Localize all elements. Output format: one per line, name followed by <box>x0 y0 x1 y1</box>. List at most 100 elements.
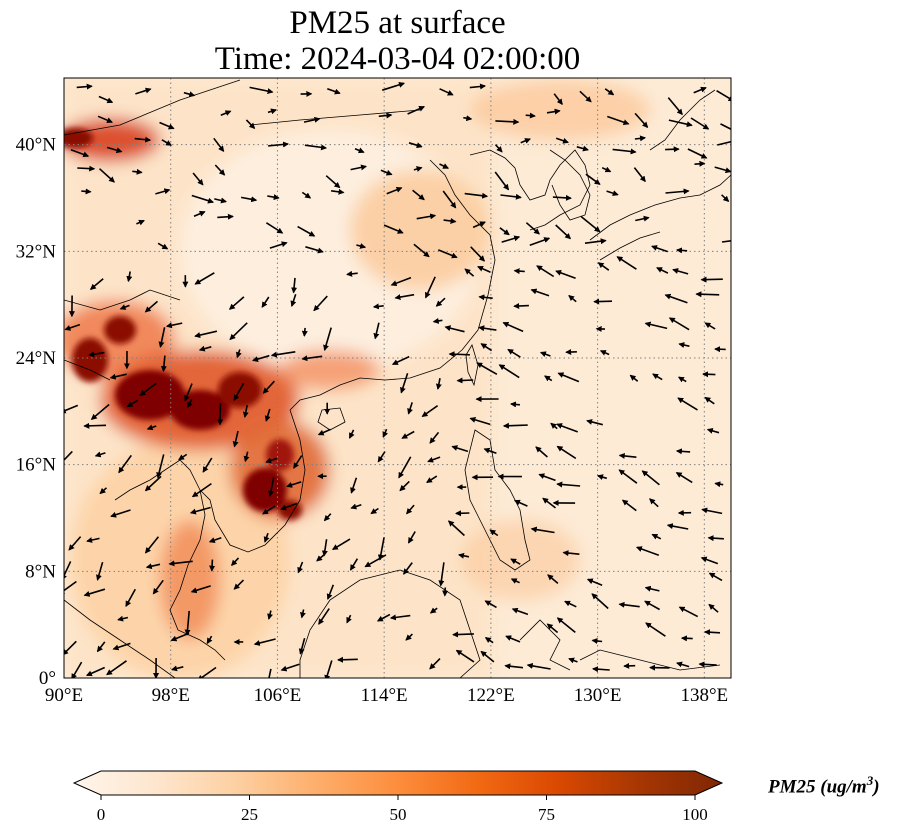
wind-arrow <box>202 457 213 473</box>
lon-tick-label: 130°E <box>574 685 622 706</box>
wind-arrow <box>621 499 637 512</box>
wind-arrow <box>472 221 486 229</box>
coastline <box>199 409 306 553</box>
wind-arrow <box>444 325 465 333</box>
colorbar-label-text: PM25 (ug/m <box>768 776 867 798</box>
wind-arrow <box>599 350 610 356</box>
wind-arrow <box>373 322 380 340</box>
wind-arrow <box>194 330 218 339</box>
wind-arrow <box>265 222 284 234</box>
wind-arrow <box>88 351 105 358</box>
wind-arrow <box>245 119 256 130</box>
wind-arrow <box>556 445 577 460</box>
wind-arrow <box>616 256 637 270</box>
wind-arrow <box>676 661 690 668</box>
wind-arrow <box>191 482 212 498</box>
wind-arrow <box>401 430 415 439</box>
wind-arrow <box>408 142 423 149</box>
wind-arrow <box>675 448 691 455</box>
wind-arrow <box>194 272 215 285</box>
wind-arrow <box>280 663 300 672</box>
wind-arrow <box>476 362 498 375</box>
wind-arrow <box>513 499 528 507</box>
wind-arrow <box>290 294 297 307</box>
wind-arrow <box>591 593 609 610</box>
wind-arrow <box>478 325 497 332</box>
wind-arrow <box>85 666 106 677</box>
wind-arrow <box>555 270 576 280</box>
wind-arrow <box>429 431 440 444</box>
wind-arrow <box>672 268 689 275</box>
wind-arrow <box>213 137 225 152</box>
wind-arrow <box>297 225 316 237</box>
wind-arrow <box>448 351 470 358</box>
wind-arrow <box>464 268 475 277</box>
wind-arrow <box>556 617 576 634</box>
wind-arrow <box>378 112 393 119</box>
wind-arrow <box>667 97 683 116</box>
wind-arrow <box>318 608 330 625</box>
coastline <box>589 174 731 241</box>
wind-arrow <box>597 262 610 271</box>
wind-arrow <box>217 403 224 426</box>
wind-arrow <box>504 663 524 670</box>
wind-arrow <box>618 452 637 459</box>
wind-arrow <box>601 166 612 173</box>
wind-arrow <box>530 526 555 534</box>
wind-arrow <box>552 194 572 201</box>
wind-arrow <box>664 293 688 304</box>
wind-arrow <box>555 224 572 240</box>
wind-arrow <box>155 188 171 195</box>
lat-tick-label: 24°N <box>16 348 57 369</box>
wind-arrow <box>381 81 405 91</box>
wind-arrow <box>346 270 358 277</box>
wind-arrow <box>529 237 551 246</box>
wind-arrow <box>126 271 133 283</box>
wind-arrow <box>261 296 270 308</box>
wind-arrow <box>510 578 520 584</box>
wind-arrow <box>464 192 489 199</box>
wind-arrow <box>677 397 698 411</box>
map-title-line2: Time: 2024-03-04 02:00:00 <box>214 41 581 77</box>
wind-arrow <box>190 585 211 594</box>
wind-arrow <box>325 175 341 189</box>
wind-arrow <box>372 303 384 310</box>
wind-arrow <box>702 371 716 378</box>
wind-arrow <box>586 419 603 426</box>
wind-arrow <box>94 451 106 458</box>
wind-arrow <box>96 561 104 581</box>
wind-arrow <box>135 87 152 95</box>
wind-arrow <box>377 537 385 561</box>
wind-arrow <box>576 145 589 152</box>
wind-arrow <box>618 469 638 484</box>
wind-arrow <box>346 614 352 624</box>
wind-arrow <box>546 108 561 115</box>
wind-arrow <box>717 138 731 146</box>
wind-arrow <box>184 610 191 636</box>
wind-arrow <box>484 600 497 609</box>
wind-arrow <box>656 267 669 274</box>
coastline <box>299 599 331 678</box>
wind-arrow <box>500 193 522 200</box>
wind-arrow <box>267 194 280 201</box>
wind-arrow <box>484 637 494 644</box>
wind-arrow <box>293 455 303 469</box>
pm25-field <box>64 78 731 678</box>
wind-arrow <box>376 613 391 622</box>
wind-arrow <box>119 304 130 310</box>
wind-arrow <box>676 247 688 254</box>
colorbar-label-sup: 3 <box>866 773 874 788</box>
wind-arrow <box>706 427 720 434</box>
wind-arrow <box>635 546 660 557</box>
wind-arrow <box>513 302 529 309</box>
wind-arrow <box>168 560 193 567</box>
wind-arrow <box>231 557 240 567</box>
wind-arrow <box>695 291 720 298</box>
wind-arrow <box>644 321 668 330</box>
wind-arrow <box>267 610 273 620</box>
wind-arrow <box>645 622 666 637</box>
coastline <box>169 489 226 661</box>
wind-arrow <box>700 276 723 283</box>
wind-arrow <box>386 186 403 195</box>
